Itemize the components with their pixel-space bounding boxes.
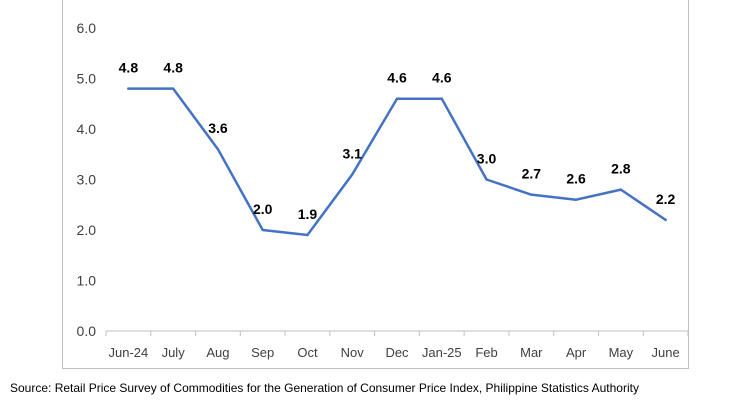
data-point [127, 87, 130, 90]
y-tick-label: 4.0 [77, 121, 97, 137]
y-tick-label: 0.0 [77, 323, 97, 339]
data-point [440, 97, 443, 100]
data-point [216, 148, 220, 151]
chart-frame [62, 0, 689, 369]
data-point [395, 97, 399, 100]
data-point [664, 218, 667, 222]
data-label: 2.0 [253, 201, 273, 217]
line-chart: 0.0 1.0 2.0 3.0 4.0 5.0 6.0 Jun-24 July Aug Sep Oc… [77, 20, 689, 360]
x-axis: Jun-24 July Aug Sep Oct Nov Dec Jan-25 Feb Mar Apr… [105, 330, 689, 360]
y-tick-label: 1.0 [77, 273, 97, 289]
data-label: 3.6 [208, 120, 228, 136]
data-point [574, 198, 578, 201]
x-tick-label: Aug [206, 345, 229, 360]
data-label: 2.6 [566, 171, 586, 187]
data-label: 2.8 [611, 161, 631, 177]
data-point [306, 233, 309, 237]
x-tick-label: Oct [297, 345, 318, 360]
data-label: 4.8 [163, 60, 183, 76]
x-tick-label: Sep [251, 345, 274, 360]
x-tick-label: Mar [520, 345, 543, 360]
x-tick-label: Apr [566, 345, 587, 360]
y-tick-label: 2.0 [77, 222, 97, 238]
x-tick-label: July [162, 345, 186, 360]
data-label: 4.6 [432, 70, 452, 86]
x-tick-label: May [609, 345, 634, 360]
y-tick-label: 3.0 [77, 172, 97, 188]
x-tick-label: Nov [341, 345, 365, 360]
x-tick-label: Jun-24 [109, 345, 149, 360]
y-axis: 0.0 1.0 2.0 3.0 4.0 5.0 6.0 [77, 20, 97, 339]
data-labels: 4.8 4.8 3.6 2.0 1.9 3.1 4.6 4.6 3.0 2.7 2.6 2.8 2.2 [119, 60, 676, 222]
data-point [261, 228, 264, 232]
data-label: 2.2 [656, 191, 676, 207]
data-point [530, 193, 533, 196]
x-tick-label: Jan-25 [422, 345, 462, 360]
y-tick-label: 6.0 [77, 20, 97, 36]
series-line-group [127, 87, 667, 237]
data-label: 4.6 [387, 70, 407, 86]
data-point [485, 178, 488, 181]
data-point [171, 87, 175, 90]
y-tick-label: 5.0 [77, 71, 97, 87]
data-point [351, 173, 354, 176]
series-line [127, 87, 667, 237]
data-point [619, 188, 623, 191]
x-tick-label: June [652, 345, 680, 360]
data-label: 1.9 [298, 206, 318, 222]
data-label: 3.1 [342, 145, 362, 161]
data-label: 3.0 [477, 151, 497, 167]
x-tick-label: Feb [475, 345, 497, 360]
x-tick-label: Dec [385, 345, 409, 360]
data-label: 2.7 [522, 166, 542, 182]
data-label: 4.8 [119, 60, 139, 76]
source-note: Source: Retail Price Survey of Commoditi… [10, 381, 639, 395]
